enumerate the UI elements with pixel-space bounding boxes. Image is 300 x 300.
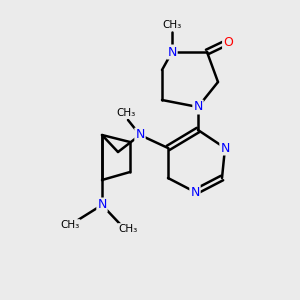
Text: O: O bbox=[223, 35, 233, 49]
Text: CH₃: CH₃ bbox=[162, 20, 182, 30]
Text: N: N bbox=[97, 199, 107, 212]
Text: CH₃: CH₃ bbox=[60, 220, 80, 230]
Text: CH₃: CH₃ bbox=[116, 108, 136, 118]
Text: N: N bbox=[193, 100, 203, 113]
Text: CH₃: CH₃ bbox=[118, 224, 138, 234]
Text: N: N bbox=[190, 185, 200, 199]
Text: N: N bbox=[135, 128, 145, 142]
Text: N: N bbox=[220, 142, 230, 154]
Text: N: N bbox=[167, 46, 177, 59]
